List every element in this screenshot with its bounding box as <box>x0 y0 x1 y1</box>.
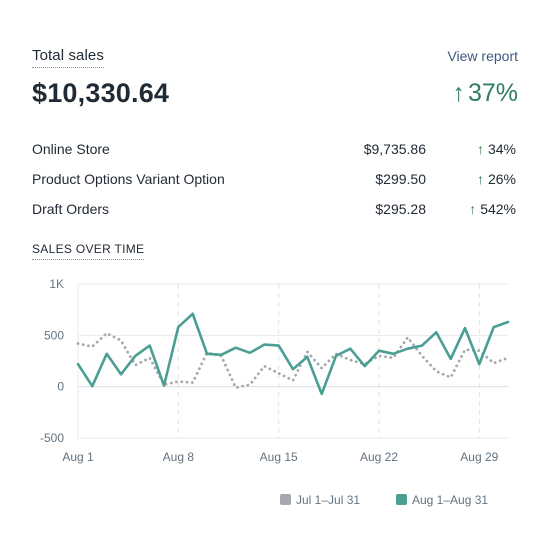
y-tick-label: 1K <box>49 277 64 291</box>
breakdown-label: Product Options Variant Option <box>32 171 225 187</box>
breakdown-row-draft-orders: Draft Orders $295.28 ↑ 542% <box>32 194 518 224</box>
sales-over-time-chart[interactable]: 1K 500 0 -500 Aug 1 Aug 8 Aug 15 Aug 22 Aug 29 <box>0 270 550 470</box>
total-summary: $10,330.64 ↑ 37% <box>32 75 518 115</box>
legend-swatch <box>396 494 407 505</box>
total-change-percent: 37% <box>467 79 518 107</box>
legend-label: Aug 1–Aug 31 <box>412 493 489 507</box>
arrow-up-icon: ↑ <box>452 79 465 107</box>
sales-breakdown: Online Store $9,735.86 ↑ 34% Product Opti… <box>32 134 518 224</box>
breakdown-row-product-options: Product Options Variant Option $299.50 ↑… <box>32 164 518 194</box>
x-axis-ticks: Aug 1 Aug 8 Aug 15 Aug 22 Aug 29 <box>62 450 498 464</box>
breakdown-value: $9,735.86 <box>363 141 426 157</box>
card-title[interactable]: Total sales <box>32 47 104 68</box>
breakdown-label: Draft Orders <box>32 201 110 217</box>
legend-item-previous-period[interactable]: Jul 1–Jul 31 <box>280 492 360 508</box>
breakdown-change: ↑ 34% <box>477 134 516 164</box>
series-line-current-period[interactable] <box>76 312 510 396</box>
x-tick-label: Aug 15 <box>260 450 298 464</box>
arrow-up-icon: ↑ <box>476 141 484 157</box>
x-tick-label: Aug 1 <box>62 450 94 464</box>
breakdown-value: $299.50 <box>375 171 426 187</box>
breakdown-value: $295.28 <box>375 201 426 217</box>
x-tick-label: Aug 22 <box>360 450 398 464</box>
chart-legend: Jul 1–Jul 31 Aug 1–Aug 31 <box>0 492 550 510</box>
series-line-previous-period[interactable] <box>76 331 510 390</box>
total-sales-value: $10,330.64 <box>32 78 170 108</box>
y-tick-label: 0 <box>57 380 64 394</box>
x-tick-label: Aug 8 <box>163 450 195 464</box>
card-header: Total sales View report <box>32 45 518 69</box>
y-tick-label: -500 <box>40 431 64 445</box>
chart-series <box>76 312 510 396</box>
x-tick-label: Aug 29 <box>460 450 498 464</box>
view-report-link[interactable]: View report <box>447 48 518 64</box>
breakdown-change-percent: 542% <box>480 201 516 217</box>
arrow-up-icon: ↑ <box>476 171 484 187</box>
legend-label: Jul 1–Jul 31 <box>296 493 361 507</box>
legend-swatch <box>280 494 291 505</box>
chart-grid <box>77 283 508 439</box>
breakdown-change: ↑ 26% <box>477 164 516 194</box>
breakdown-change: ↑ 542% <box>469 194 516 224</box>
sales-over-time-title[interactable]: SALES OVER TIME <box>32 242 145 260</box>
breakdown-change-percent: 34% <box>487 141 516 157</box>
legend-item-current-period[interactable]: Aug 1–Aug 31 <box>396 492 488 508</box>
arrow-up-icon: ↑ <box>469 201 477 217</box>
breakdown-change-percent: 26% <box>487 171 516 187</box>
y-axis-ticks: 1K 500 0 -500 <box>40 277 64 445</box>
total-change: ↑ 37% <box>452 75 518 111</box>
breakdown-row-online-store: Online Store $9,735.86 ↑ 34% <box>32 134 518 164</box>
breakdown-label: Online Store <box>32 141 110 157</box>
y-tick-label: 500 <box>44 328 64 342</box>
